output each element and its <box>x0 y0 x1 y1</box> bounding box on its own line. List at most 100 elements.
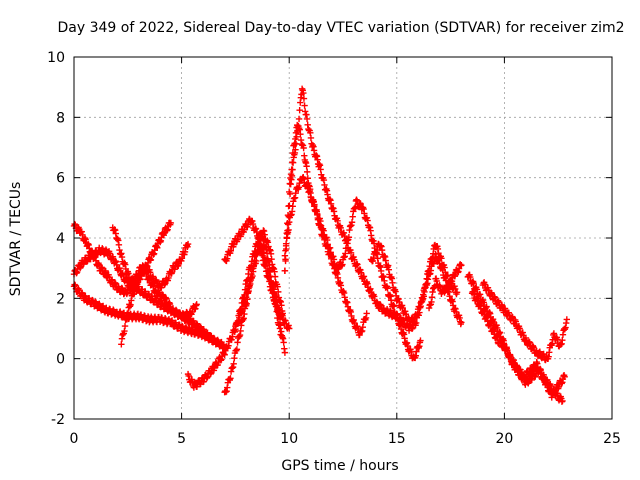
data-point <box>270 289 277 297</box>
data-point <box>266 261 273 269</box>
data-point <box>288 166 295 173</box>
data-point <box>282 240 290 247</box>
data-point <box>300 144 307 152</box>
data-point <box>487 322 495 329</box>
data-point <box>276 325 284 332</box>
data-point <box>317 224 325 231</box>
data-point <box>292 146 299 153</box>
data-point <box>244 276 251 283</box>
y-tick-label: 8 <box>56 110 65 126</box>
data-point <box>286 180 294 187</box>
data-point <box>273 308 280 315</box>
data-point <box>277 331 284 338</box>
series-arc5 <box>118 264 200 348</box>
y-tick-label: 10 <box>47 50 65 66</box>
y-axis-label: SDTVAR / TECUs <box>8 182 24 297</box>
x-tick-label: 25 <box>603 431 621 447</box>
data-point <box>494 333 501 341</box>
data-point <box>286 188 293 196</box>
data-point <box>559 337 566 344</box>
data-point <box>193 301 200 308</box>
data-marks <box>70 85 571 405</box>
data-point <box>352 204 359 211</box>
data-point <box>227 375 234 382</box>
data-point <box>301 102 308 109</box>
data-point <box>121 322 129 330</box>
data-point <box>300 89 307 97</box>
data-point <box>303 163 310 170</box>
data-point <box>266 267 274 274</box>
y-tick-label: 2 <box>56 291 65 307</box>
series-arc12 <box>281 173 370 339</box>
data-point <box>345 234 353 241</box>
data-point <box>238 306 245 313</box>
data-point <box>233 346 241 353</box>
grid <box>74 57 612 419</box>
data-point <box>289 158 296 166</box>
data-point <box>241 310 248 318</box>
data-point <box>458 319 465 326</box>
data-point <box>303 115 311 123</box>
data-point <box>280 339 287 346</box>
series-arc6 <box>184 227 286 391</box>
data-point <box>417 337 424 344</box>
data-point <box>354 261 361 268</box>
data-point <box>289 149 297 157</box>
axis-ticks: 0 5 10 15 20 25 -2 0 2 4 6 8 10 <box>47 50 621 447</box>
series-arc14 <box>425 261 465 312</box>
x-tick-label: 0 <box>70 431 79 447</box>
data-point <box>297 131 304 138</box>
data-point <box>377 267 385 275</box>
series-arc9 <box>232 230 284 338</box>
series-arc16 <box>468 288 566 405</box>
series-arc13 <box>367 240 465 328</box>
data-point <box>184 240 192 248</box>
data-point <box>349 213 356 220</box>
data-point <box>296 107 303 114</box>
y-tick-label: 6 <box>56 171 65 187</box>
data-point <box>563 316 571 323</box>
data-point <box>384 285 391 292</box>
data-point <box>307 134 315 142</box>
data-point <box>348 219 356 226</box>
data-point <box>311 201 318 208</box>
series-arc1 <box>70 219 175 298</box>
data-point <box>281 267 289 274</box>
data-point <box>324 242 331 249</box>
x-tick-label: 20 <box>495 431 513 447</box>
data-point <box>281 349 289 356</box>
data-point <box>241 286 249 293</box>
y-tick-label: 4 <box>56 231 65 247</box>
data-point <box>230 360 237 368</box>
data-point <box>118 341 125 348</box>
data-point <box>295 115 303 123</box>
data-point <box>292 135 299 143</box>
data-point <box>303 168 311 176</box>
data-point <box>559 397 566 405</box>
data-point <box>458 261 465 269</box>
x-tick-label: 10 <box>280 431 298 447</box>
y-tick-label: 0 <box>56 352 65 368</box>
data-point <box>390 302 398 310</box>
data-point <box>470 279 477 287</box>
x-axis-label: GPS time / hours <box>281 458 398 474</box>
chart-title: Day 349 of 2022, Sidereal Day-to-day VTE… <box>58 20 625 36</box>
data-point <box>561 373 568 380</box>
data-point <box>285 226 292 234</box>
data-point <box>300 95 308 102</box>
series-arc17 <box>479 279 571 364</box>
data-point <box>286 325 293 332</box>
y-tick-label: -2 <box>51 412 65 428</box>
data-point <box>363 310 370 317</box>
data-point <box>167 219 175 227</box>
data-point <box>476 291 484 298</box>
x-tick-label: 15 <box>388 431 406 447</box>
data-point <box>275 288 282 296</box>
x-tick-label: 5 <box>177 431 186 447</box>
data-point <box>147 256 155 264</box>
data-point <box>282 247 289 254</box>
data-point <box>237 327 244 335</box>
data-point <box>347 249 355 256</box>
